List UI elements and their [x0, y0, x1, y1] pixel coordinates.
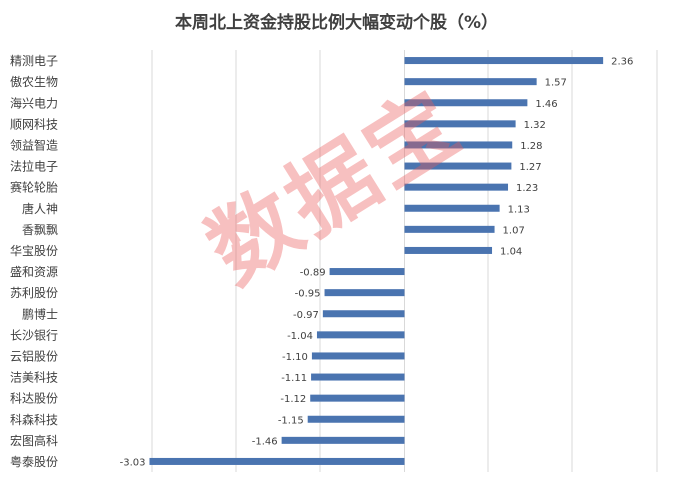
- value-label: 1.28: [520, 141, 542, 152]
- value-label: 1.46: [535, 99, 557, 110]
- bar: [329, 268, 405, 276]
- value-label: -0.95: [295, 289, 321, 300]
- category-label: 长沙银行: [10, 328, 58, 342]
- value-label: -1.04: [287, 331, 313, 342]
- bar: [316, 331, 405, 339]
- bar: [404, 57, 604, 65]
- value-label: -1.15: [278, 415, 304, 426]
- category-label: 香飘飘: [22, 223, 58, 237]
- value-label: -3.03: [120, 457, 146, 468]
- value-label: 1.04: [500, 246, 522, 257]
- bar: [404, 183, 509, 191]
- value-label: 1.32: [524, 120, 546, 131]
- value-label: 1.27: [519, 162, 541, 173]
- bar: [404, 141, 513, 149]
- bar: [311, 352, 405, 360]
- value-label: -1.46: [252, 436, 278, 447]
- bar: [404, 225, 495, 233]
- category-label: 粤泰股份: [10, 454, 58, 469]
- value-label: -1.11: [281, 373, 307, 384]
- category-label: 海兴电力: [10, 95, 58, 110]
- category-label: 洁美科技: [10, 371, 58, 385]
- bar: [281, 436, 405, 444]
- category-label: 鹏博士: [22, 306, 58, 321]
- category-label: 苏利股份: [10, 286, 58, 300]
- value-label: -0.97: [293, 310, 319, 321]
- category-label: 领益智造: [10, 137, 58, 152]
- category-label: 科达股份: [10, 392, 58, 406]
- category-label: 赛轮轮胎: [10, 180, 58, 195]
- category-label: 盛和资源: [10, 264, 58, 279]
- value-label: -0.89: [300, 268, 326, 279]
- bar: [310, 394, 405, 402]
- category-label: 唐人神: [22, 201, 58, 216]
- value-label: 1.13: [508, 204, 530, 215]
- bar: [404, 99, 528, 107]
- category-labels: 精测电子傲农生物海兴电力顺网科技领益智造法拉电子赛轮轮胎唐人神香飘飘华宝股份盛和…: [10, 54, 58, 469]
- bar: [404, 120, 516, 128]
- value-label: -1.12: [280, 394, 306, 405]
- grid-lines: [151, 50, 658, 472]
- value-label: 2.36: [611, 57, 633, 68]
- bar: [307, 415, 405, 423]
- category-label: 顺网科技: [10, 117, 58, 131]
- bar: [324, 289, 405, 297]
- bar: [311, 373, 405, 381]
- bar: [322, 310, 405, 318]
- category-label: 宏图高科: [10, 433, 58, 448]
- value-label: 1.07: [503, 225, 525, 236]
- chart-title: 本周北上资金持股比例大幅变动个股（%）: [174, 13, 499, 33]
- bars: [149, 57, 604, 465]
- bar: [149, 457, 405, 465]
- bar: [404, 78, 537, 86]
- category-label: 精测电子: [10, 54, 58, 68]
- value-label: -1.10: [282, 352, 308, 363]
- bar: [404, 204, 500, 212]
- value-label: 1.23: [516, 183, 538, 194]
- category-label: 傲农生物: [10, 74, 58, 89]
- value-label: 1.57: [545, 78, 567, 89]
- bar: [404, 246, 493, 254]
- category-label: 华宝股份: [10, 244, 58, 258]
- bar: [404, 162, 512, 170]
- value-labels: 2.36 1.57 1.46 1.32 1.28 1.27 1.23 1.13 1.07 1.04…: [120, 57, 634, 469]
- category-label: 科森科技: [10, 412, 58, 427]
- category-label: 法拉电子: [10, 159, 58, 174]
- category-label: 云铝股份: [10, 348, 58, 363]
